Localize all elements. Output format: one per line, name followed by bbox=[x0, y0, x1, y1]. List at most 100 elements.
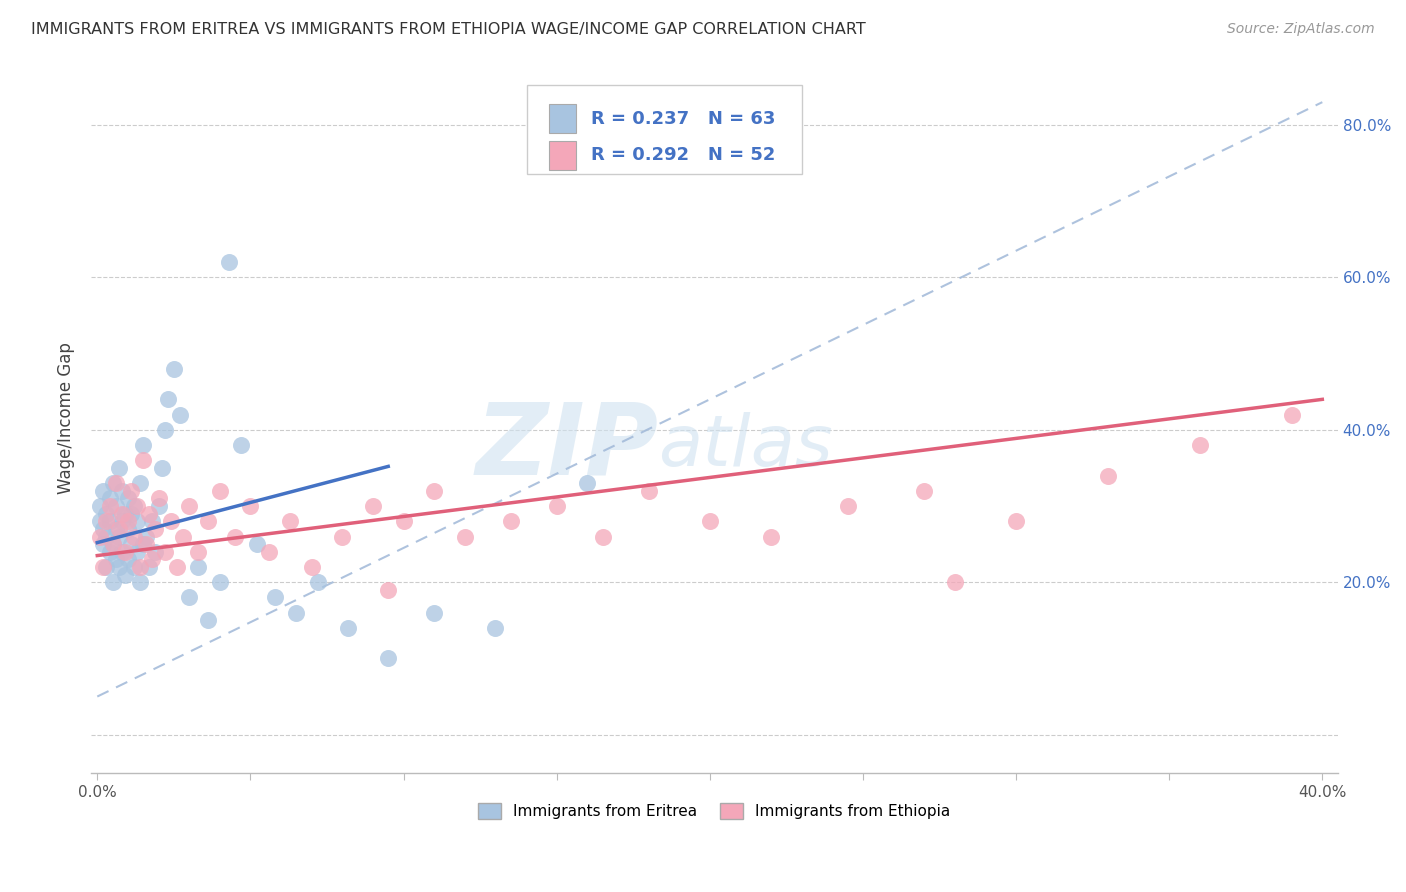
Point bbox=[98, 499, 121, 513]
Point bbox=[257, 545, 280, 559]
Point bbox=[101, 537, 124, 551]
Point bbox=[135, 537, 157, 551]
Point bbox=[96, 529, 118, 543]
Point bbox=[1005, 514, 1028, 528]
Point bbox=[129, 575, 152, 590]
Point bbox=[93, 537, 115, 551]
Point bbox=[114, 507, 136, 521]
Point bbox=[129, 476, 152, 491]
Point bbox=[135, 529, 157, 543]
Point bbox=[454, 529, 477, 543]
Point bbox=[107, 529, 129, 543]
Point bbox=[153, 423, 176, 437]
Point bbox=[759, 529, 782, 543]
Point bbox=[104, 522, 127, 536]
Point bbox=[93, 560, 115, 574]
Point bbox=[89, 514, 111, 528]
Text: IMMIGRANTS FROM ERITREA VS IMMIGRANTS FROM ETHIOPIA WAGE/INCOME GAP CORRELATION : IMMIGRANTS FROM ERITREA VS IMMIGRANTS FR… bbox=[31, 22, 866, 37]
Point bbox=[120, 483, 142, 498]
Text: atlas: atlas bbox=[658, 412, 832, 482]
Point bbox=[96, 507, 118, 521]
Point bbox=[111, 545, 134, 559]
Point bbox=[127, 514, 149, 528]
Point bbox=[169, 408, 191, 422]
Point bbox=[114, 545, 136, 559]
Point bbox=[117, 552, 139, 566]
Point bbox=[1097, 468, 1119, 483]
Point bbox=[264, 591, 287, 605]
Point bbox=[208, 483, 231, 498]
Legend: Immigrants from Eritrea, Immigrants from Ethiopia: Immigrants from Eritrea, Immigrants from… bbox=[472, 797, 957, 825]
Point bbox=[392, 514, 415, 528]
Point bbox=[153, 545, 176, 559]
Point bbox=[576, 476, 599, 491]
Point bbox=[912, 483, 935, 498]
Point bbox=[637, 483, 659, 498]
Point bbox=[187, 560, 209, 574]
Point bbox=[104, 552, 127, 566]
Point bbox=[98, 514, 121, 528]
Point bbox=[172, 529, 194, 543]
Point bbox=[423, 483, 446, 498]
Point bbox=[484, 621, 506, 635]
FancyBboxPatch shape bbox=[527, 86, 801, 174]
Point bbox=[111, 483, 134, 498]
Point bbox=[499, 514, 522, 528]
Point bbox=[699, 514, 721, 528]
Point bbox=[107, 461, 129, 475]
Point bbox=[114, 567, 136, 582]
Point bbox=[132, 438, 155, 452]
Point bbox=[245, 537, 267, 551]
Point bbox=[141, 514, 163, 528]
Text: ZIP: ZIP bbox=[475, 398, 658, 495]
Point bbox=[1281, 408, 1303, 422]
Point bbox=[127, 545, 149, 559]
Point bbox=[93, 483, 115, 498]
Point bbox=[101, 575, 124, 590]
Point bbox=[150, 461, 173, 475]
Point bbox=[93, 522, 115, 536]
Point bbox=[208, 575, 231, 590]
Point bbox=[132, 537, 155, 551]
Point bbox=[145, 545, 167, 559]
Point bbox=[127, 499, 149, 513]
Point bbox=[231, 438, 253, 452]
Point bbox=[187, 545, 209, 559]
Text: R = 0.292   N = 52: R = 0.292 N = 52 bbox=[591, 146, 775, 164]
Point bbox=[138, 560, 160, 574]
Point bbox=[1188, 438, 1211, 452]
Point bbox=[148, 491, 170, 506]
Point bbox=[132, 453, 155, 467]
Point bbox=[107, 560, 129, 574]
Point bbox=[141, 552, 163, 566]
Point bbox=[285, 606, 308, 620]
Point bbox=[111, 507, 134, 521]
Point bbox=[96, 560, 118, 574]
Point bbox=[307, 575, 329, 590]
Point bbox=[120, 537, 142, 551]
Point bbox=[278, 514, 301, 528]
Point bbox=[301, 560, 323, 574]
Point bbox=[377, 651, 399, 665]
Point bbox=[89, 529, 111, 543]
Point bbox=[120, 507, 142, 521]
Point bbox=[179, 591, 201, 605]
Point bbox=[117, 522, 139, 536]
Point bbox=[943, 575, 966, 590]
Point bbox=[104, 499, 127, 513]
Point bbox=[166, 560, 188, 574]
Point bbox=[122, 499, 145, 513]
Point bbox=[337, 621, 360, 635]
Point bbox=[148, 499, 170, 513]
Point bbox=[361, 499, 384, 513]
Point bbox=[98, 545, 121, 559]
Point bbox=[837, 499, 859, 513]
Point bbox=[101, 537, 124, 551]
Point bbox=[129, 560, 152, 574]
Point bbox=[96, 514, 118, 528]
FancyBboxPatch shape bbox=[548, 104, 576, 133]
Point bbox=[122, 529, 145, 543]
Point bbox=[218, 255, 240, 269]
Point bbox=[104, 476, 127, 491]
Point bbox=[163, 362, 186, 376]
